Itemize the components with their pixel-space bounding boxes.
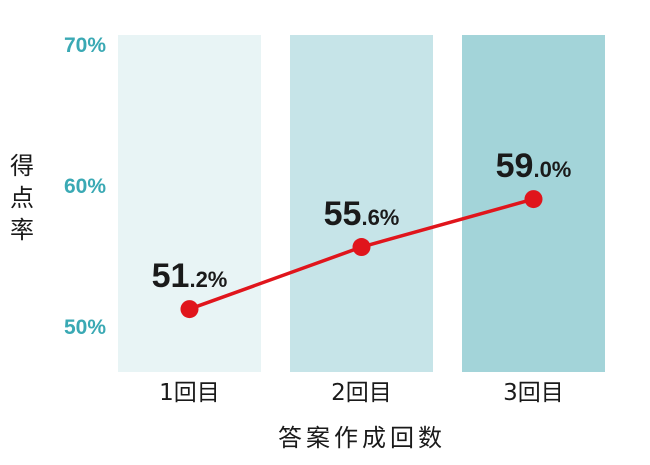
data-label: 51.2% [152,257,228,295]
y-axis-ticks: 70% 60% 50% [64,34,106,339]
category-bands [118,35,605,372]
category-band [290,35,433,372]
data-label-integer: 51 [152,257,190,295]
category-band [118,35,261,372]
x-tick-label: 3回目 [503,380,564,406]
data-label-decimal: .2% [189,267,227,292]
x-tick-label: 1回目 [159,380,220,406]
y-tick-label: 50% [64,316,106,339]
x-axis-ticks: 1回目 2回目 3回目 [159,380,564,406]
data-point [352,238,371,257]
data-label-integer: 59 [496,147,534,185]
y-axis-label-char: 点 [10,184,34,212]
x-axis-label: 答案作成回数 [278,424,446,452]
y-axis-label-char: 率 [10,216,34,244]
y-tick-label: 60% [64,175,106,198]
data-label-decimal: .0% [533,157,571,182]
data-label: 59.0% [496,147,572,185]
data-labels: 51.2% 55.6% 59.0% [152,147,572,295]
x-tick-label: 2回目 [331,380,392,406]
y-tick-label: 70% [64,34,106,57]
data-label-integer: 55 [324,195,362,233]
y-axis-label-char: 得 [10,152,34,180]
data-point [180,300,199,319]
data-label: 55.6% [324,195,400,233]
y-axis-label: 得点率 [10,152,34,244]
data-label-decimal: .6% [361,205,399,230]
data-point [524,190,543,209]
data-points [180,190,543,319]
